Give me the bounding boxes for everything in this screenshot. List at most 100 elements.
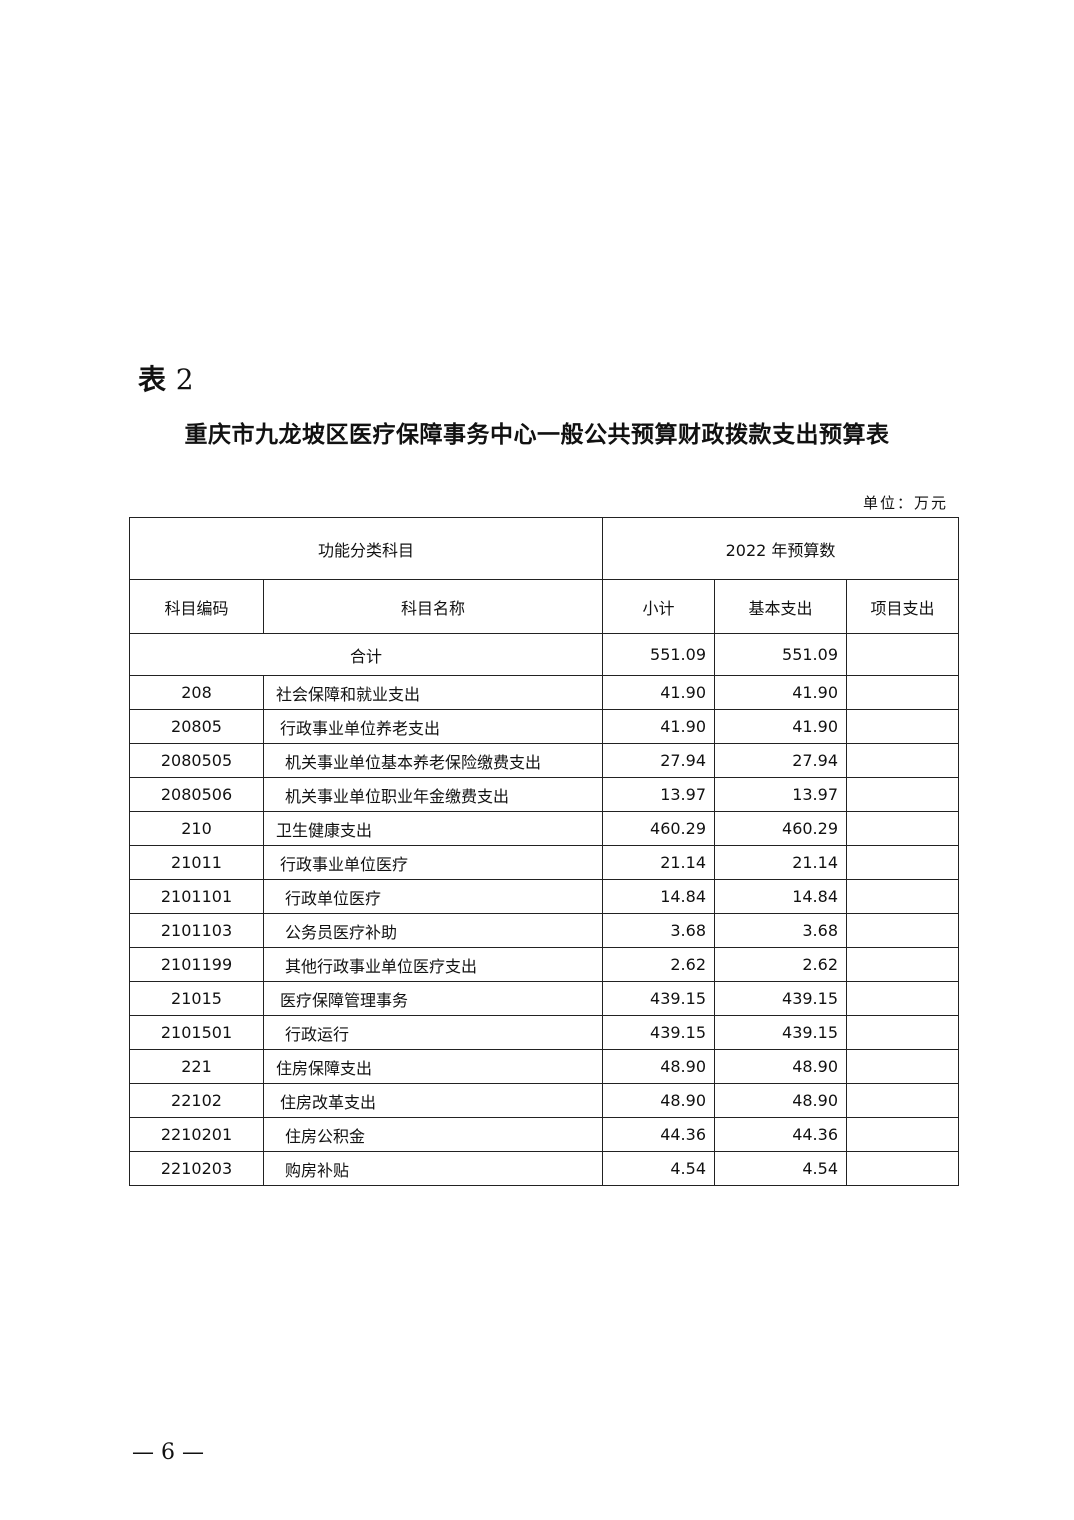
row-subtotal: 439.15 (602, 1015, 715, 1050)
header-name: 科目名称 (263, 579, 603, 634)
row-basic: 439.15 (714, 981, 847, 1016)
row-basic: 14.84 (714, 879, 847, 914)
row-project (846, 1049, 959, 1084)
row-code: 2101199 (129, 947, 264, 982)
total-project (846, 633, 959, 676)
row-project (846, 1083, 959, 1118)
row-project (846, 913, 959, 948)
row-code: 21015 (129, 981, 264, 1016)
table-row: 2101101 行政单位医疗 14.84 14.84 (129, 879, 959, 914)
row-basic: 27.94 (714, 743, 847, 778)
table-row: 221 住房保障支出 48.90 48.90 (129, 1049, 959, 1084)
row-name: 行政事业单位养老支出 (263, 709, 603, 744)
table-row: 2210203 购房补贴 4.54 4.54 (129, 1151, 959, 1186)
row-subtotal: 13.97 (602, 777, 715, 812)
row-basic: 21.14 (714, 845, 847, 880)
row-project (846, 811, 959, 846)
table-label-prefix: 表 (138, 363, 167, 396)
row-basic: 48.90 (714, 1083, 847, 1118)
row-code: 2210201 (129, 1117, 264, 1152)
row-name: 社会保障和就业支出 (263, 675, 603, 710)
row-project (846, 743, 959, 778)
row-code: 2210203 (129, 1151, 264, 1186)
table-row: 2101103 公务员医疗补助 3.68 3.68 (129, 913, 959, 948)
row-name: 住房改革支出 (263, 1083, 603, 1118)
total-row: 合计 551.09 551.09 (129, 633, 959, 676)
row-name: 住房公积金 (263, 1117, 603, 1152)
row-basic: 2.62 (714, 947, 847, 982)
row-project (846, 947, 959, 982)
table-row: 21015 医疗保障管理事务 439.15 439.15 (129, 981, 959, 1016)
row-basic: 48.90 (714, 1049, 847, 1084)
header-row-columns: 科目编码 科目名称 小计 基本支出 项目支出 (129, 579, 959, 634)
row-project (846, 675, 959, 710)
unit-label: 单位：万元 (862, 494, 948, 512)
row-code: 208 (129, 675, 264, 710)
row-code: 2080506 (129, 777, 264, 812)
row-code: 2101101 (129, 879, 264, 914)
table-row: 2080505 机关事业单位基本养老保险缴费支出 27.94 27.94 (129, 743, 959, 778)
row-name: 住房保障支出 (263, 1049, 603, 1084)
row-basic: 3.68 (714, 913, 847, 948)
row-project (846, 1015, 959, 1050)
row-code: 22102 (129, 1083, 264, 1118)
table-row: 208 社会保障和就业支出 41.90 41.90 (129, 675, 959, 710)
header-code: 科目编码 (129, 579, 264, 634)
row-subtotal: 27.94 (602, 743, 715, 778)
row-subtotal: 48.90 (602, 1083, 715, 1118)
budget-table: 功能分类科目 2022 年预算数 科目编码 科目名称 小计 基本支出 项目支出 … (129, 517, 959, 1186)
row-name: 公务员医疗补助 (263, 913, 603, 948)
row-code: 2101501 (129, 1015, 264, 1050)
table-row: 2101199 其他行政事业单位医疗支出 2.62 2.62 (129, 947, 959, 982)
row-basic: 41.90 (714, 709, 847, 744)
row-subtotal: 14.84 (602, 879, 715, 914)
row-subtotal: 44.36 (602, 1117, 715, 1152)
row-project (846, 709, 959, 744)
row-subtotal: 4.54 (602, 1151, 715, 1186)
row-name: 其他行政事业单位医疗支出 (263, 947, 603, 982)
row-project (846, 1151, 959, 1186)
row-name: 行政运行 (263, 1015, 603, 1050)
row-project (846, 981, 959, 1016)
table-row: 210 卫生健康支出 460.29 460.29 (129, 811, 959, 846)
row-subtotal: 460.29 (602, 811, 715, 846)
row-subtotal: 48.90 (602, 1049, 715, 1084)
row-code: 21011 (129, 845, 264, 880)
header-subtotal: 小计 (602, 579, 715, 634)
table-label: 表 2 (138, 358, 194, 398)
row-basic: 4.54 (714, 1151, 847, 1186)
table-row: 20805 行政事业单位养老支出 41.90 41.90 (129, 709, 959, 744)
header-functional-category: 功能分类科目 (129, 517, 603, 580)
row-project (846, 777, 959, 812)
row-name: 机关事业单位职业年金缴费支出 (263, 777, 603, 812)
row-project (846, 879, 959, 914)
header-row-group: 功能分类科目 2022 年预算数 (129, 517, 959, 580)
row-subtotal: 439.15 (602, 981, 715, 1016)
document-title: 重庆市九龙坡区医疗保障事务中心一般公共预算财政拨款支出预算表 (184, 421, 890, 448)
row-name: 行政单位医疗 (263, 879, 603, 914)
row-basic: 44.36 (714, 1117, 847, 1152)
header-project: 项目支出 (846, 579, 959, 634)
table-row: 21011 行政事业单位医疗 21.14 21.14 (129, 845, 959, 880)
row-name: 机关事业单位基本养老保险缴费支出 (263, 743, 603, 778)
table-row: 22102 住房改革支出 48.90 48.90 (129, 1083, 959, 1118)
row-code: 221 (129, 1049, 264, 1084)
row-code: 2101103 (129, 913, 264, 948)
row-code: 20805 (129, 709, 264, 744)
row-name: 医疗保障管理事务 (263, 981, 603, 1016)
row-subtotal: 41.90 (602, 709, 715, 744)
row-project (846, 845, 959, 880)
row-subtotal: 3.68 (602, 913, 715, 948)
row-name: 卫生健康支出 (263, 811, 603, 846)
row-name: 行政事业单位医疗 (263, 845, 603, 880)
row-basic: 460.29 (714, 811, 847, 846)
table-row: 2080506 机关事业单位职业年金缴费支出 13.97 13.97 (129, 777, 959, 812)
row-basic: 439.15 (714, 1015, 847, 1050)
total-subtotal: 551.09 (602, 633, 715, 676)
header-budget-year: 2022 年预算数 (602, 517, 959, 580)
table-row: 2101501 行政运行 439.15 439.15 (129, 1015, 959, 1050)
row-subtotal: 2.62 (602, 947, 715, 982)
row-subtotal: 41.90 (602, 675, 715, 710)
row-code: 2080505 (129, 743, 264, 778)
